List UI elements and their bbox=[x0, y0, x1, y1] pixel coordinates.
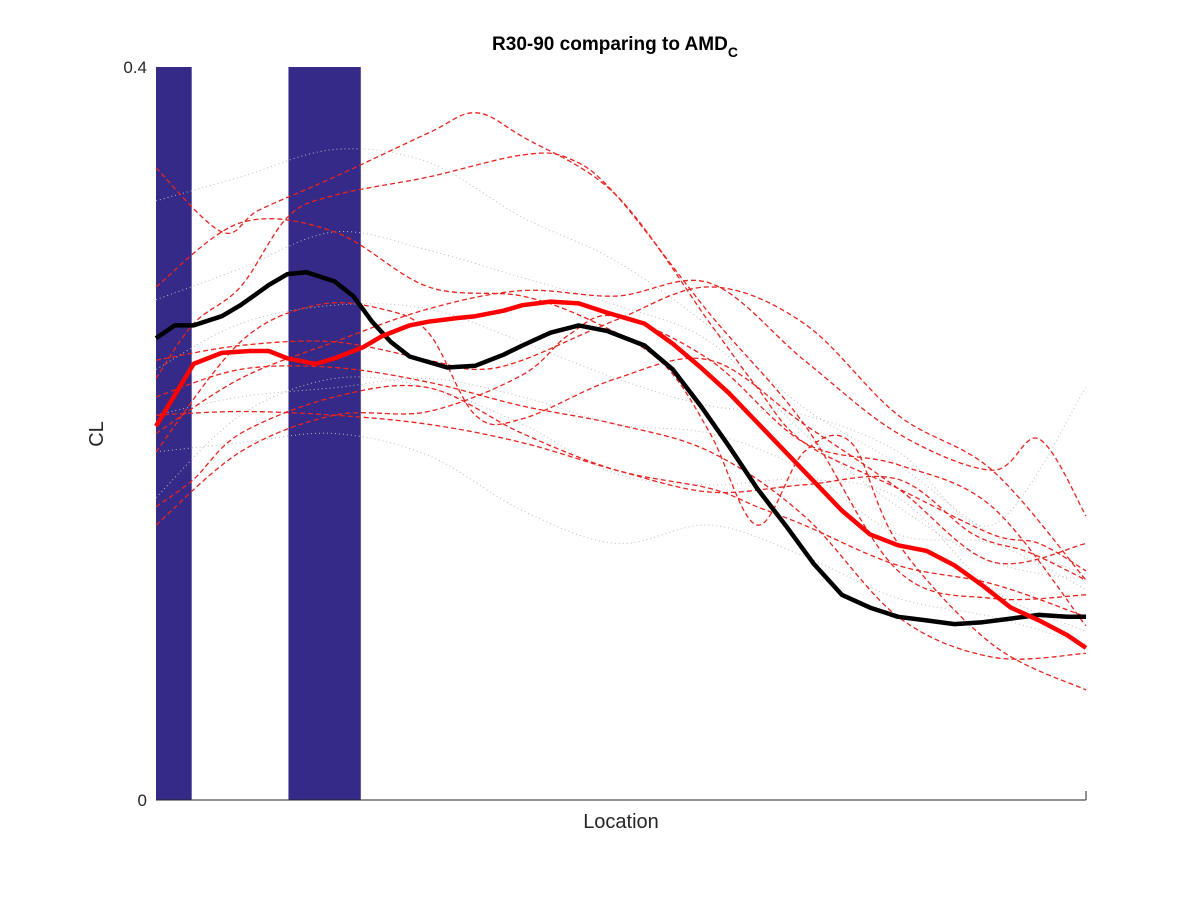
x-axis-label: Location bbox=[583, 811, 659, 833]
patient-individual-line-3 bbox=[155, 218, 1087, 691]
patient-individual-line-8 bbox=[155, 410, 1087, 581]
y-axis-label: CL bbox=[86, 421, 108, 447]
patient-individual-line-6 bbox=[155, 286, 1087, 581]
patient-individual-line-4 bbox=[155, 302, 1087, 565]
patient-individual-line-5 bbox=[155, 314, 1087, 627]
patient-individual-line-2 bbox=[155, 152, 1087, 601]
highlight-bands bbox=[156, 67, 361, 800]
control-individual-line-6 bbox=[155, 377, 1087, 590]
highlight-band-2 bbox=[288, 67, 361, 800]
control-individual-line-2 bbox=[155, 230, 1087, 581]
control-mean-line bbox=[154, 269, 1086, 627]
control-individual-line-1 bbox=[155, 148, 1087, 576]
chart-title-main: R30-90 comparing to AMD bbox=[492, 34, 728, 55]
patient-individual-line-9 bbox=[155, 384, 1087, 618]
series-lines bbox=[154, 112, 1088, 691]
y-tick-label-2: 0.4 bbox=[123, 58, 147, 77]
axes bbox=[156, 791, 1087, 801]
patient-mean-line bbox=[154, 299, 1088, 650]
patient-individual-line-10 bbox=[155, 365, 1087, 660]
y-tick-label-1: 0 bbox=[138, 791, 147, 810]
patient-individual-line-7 bbox=[155, 279, 1087, 517]
chart-title: R30-90 comparing to AMDC bbox=[492, 34, 738, 60]
control-individual-line-3 bbox=[155, 303, 1087, 527]
highlight-band-1 bbox=[156, 67, 192, 800]
chart-title-subscript: C bbox=[728, 44, 738, 60]
y-tick-labels: 00.4 bbox=[123, 58, 147, 810]
